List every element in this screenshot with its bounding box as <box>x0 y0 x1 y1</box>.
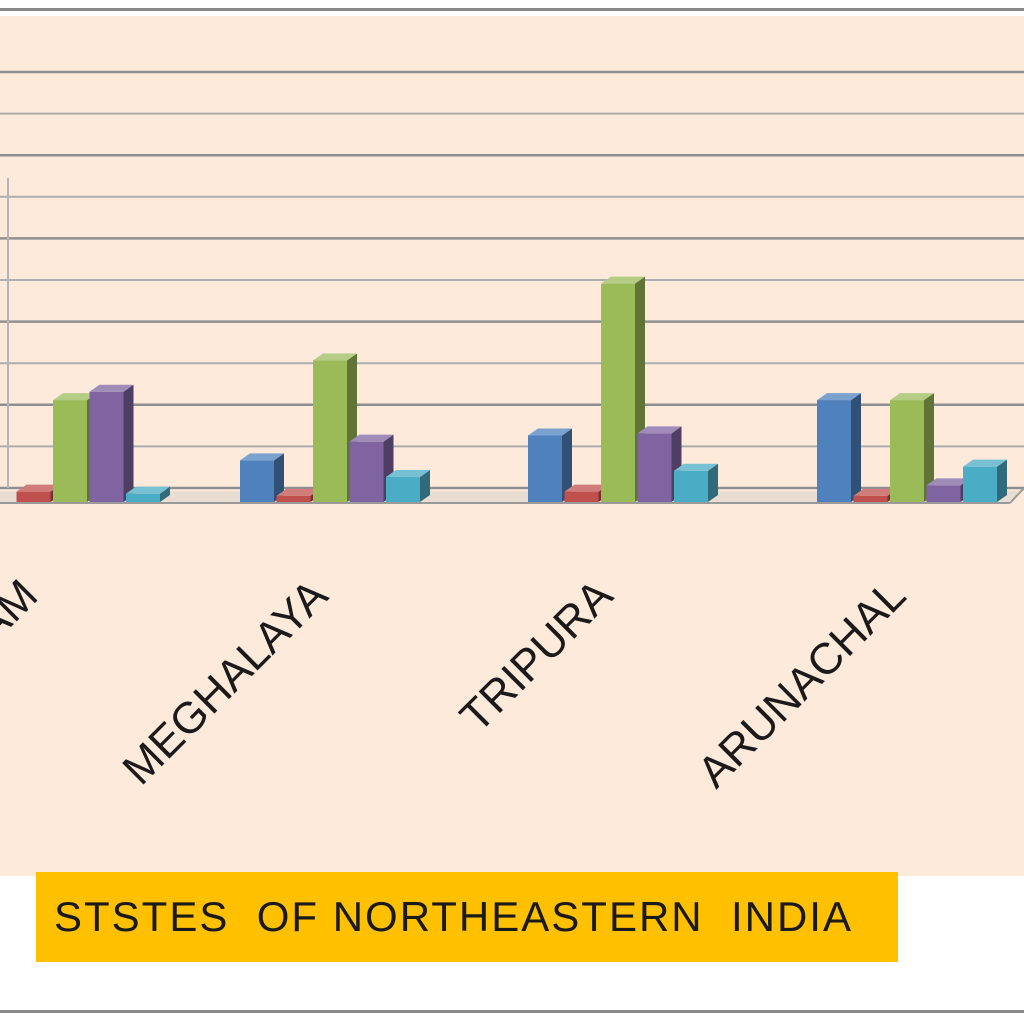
bar-front <box>16 491 51 502</box>
floor-side-edge <box>1009 487 1024 504</box>
bar <box>313 353 357 502</box>
frame-top-border <box>0 8 1024 11</box>
bar-top <box>890 393 934 401</box>
bar-top <box>564 484 609 492</box>
bar-side <box>562 428 572 502</box>
bar-side <box>274 453 284 502</box>
bar-top <box>926 478 971 486</box>
x-axis-title-box: STSTES OF NORTHEASTERN INDIA <box>36 872 898 962</box>
bar-top <box>276 488 321 496</box>
bar-side <box>420 470 430 502</box>
bar-top <box>601 276 645 284</box>
bar-top <box>240 453 284 461</box>
bar-side <box>160 486 170 502</box>
bar-top <box>313 353 357 361</box>
bar-top <box>349 434 394 442</box>
category-label: MEGHALAYA <box>113 570 337 794</box>
bar <box>126 486 170 502</box>
bar-front <box>276 495 311 502</box>
bar-top <box>963 459 1007 467</box>
category-label: TRIPURA <box>451 570 623 742</box>
bar <box>817 393 861 502</box>
x-axis-title: STSTES OF NORTHEASTERN INDIA <box>54 893 853 940</box>
bar-front <box>53 400 87 502</box>
bar-top <box>817 393 861 401</box>
bar-front <box>564 491 599 502</box>
bar-side <box>123 384 134 502</box>
category-label: RAM <box>0 570 47 674</box>
bar-front <box>890 400 924 502</box>
bar-side <box>997 459 1007 502</box>
bar <box>240 453 284 502</box>
bar-front <box>926 485 961 502</box>
bar-side <box>708 463 718 502</box>
bar-front <box>126 493 160 502</box>
category-labels: RAM MEGHALAYA TRIPURA ARUNACHAL <box>0 570 915 797</box>
bar <box>386 470 430 502</box>
gridlines <box>0 70 1024 490</box>
bar-top <box>674 463 718 471</box>
bar-top <box>126 486 170 494</box>
bar-front <box>528 435 562 502</box>
bar-front <box>349 441 384 502</box>
bar-front <box>386 477 420 502</box>
bar-side <box>924 393 934 502</box>
bars <box>16 276 1007 502</box>
bar-front <box>817 400 851 502</box>
bar-front <box>89 391 124 502</box>
bar-top <box>528 428 572 436</box>
bar-front <box>313 360 347 502</box>
frame-bottom-border <box>0 1010 1024 1013</box>
chart-floor <box>0 178 1024 504</box>
bar-top <box>16 484 61 492</box>
bar-front <box>240 460 274 502</box>
bar <box>528 428 572 502</box>
bar <box>89 384 134 502</box>
bar-front <box>674 470 708 502</box>
bar-front <box>853 495 888 502</box>
bar-top <box>637 426 682 434</box>
bar-side <box>851 393 861 502</box>
bar-top <box>853 488 898 496</box>
bar-top <box>386 470 430 478</box>
bar <box>890 393 934 502</box>
bar <box>963 459 1007 502</box>
bar-front <box>601 283 635 502</box>
bar <box>674 463 718 502</box>
bar-top <box>53 393 97 401</box>
bar-front <box>637 433 672 502</box>
category-label: ARUNACHAL <box>689 570 916 797</box>
bar-front <box>963 466 997 502</box>
bar-top <box>89 384 134 392</box>
